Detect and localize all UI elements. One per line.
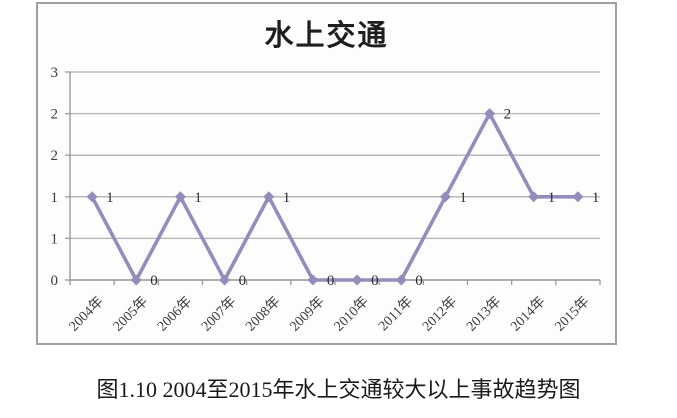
data-point-label: 0: [327, 273, 335, 289]
x-axis-label: 2008年: [243, 294, 284, 335]
data-point-marker: [572, 191, 584, 203]
x-axis-label: 2010年: [331, 294, 372, 335]
data-point-label: 1: [194, 190, 202, 206]
y-axis-label: 2: [51, 107, 59, 123]
x-axis-label: 2006年: [154, 294, 195, 335]
x-axis-label: 2014年: [508, 294, 549, 335]
data-point-marker: [351, 274, 363, 286]
data-point-label: 1: [592, 190, 600, 206]
data-point-label: 0: [415, 273, 423, 289]
y-axis-label: 2: [51, 148, 59, 164]
x-axis-label: 2015年: [552, 294, 593, 335]
data-point-label: 0: [150, 273, 158, 289]
chart-panel: 水上交通 0 1 1 2 2 3 1 0 1 0 1 0 0 0 1 2 1 1 2004年 2005年 2006年 20…: [36, 2, 617, 345]
data-point-marker: [528, 191, 540, 203]
data-point-marker: [219, 274, 231, 286]
y-axis-label: 1: [51, 190, 59, 206]
data-point-marker: [86, 191, 98, 203]
data-point-marker: [130, 274, 142, 286]
data-point-marker: [395, 274, 407, 286]
data-point-label: 1: [548, 190, 556, 206]
data-point-marker: [263, 191, 275, 203]
data-point-label: 2: [504, 107, 512, 123]
y-axis-label: 3: [51, 65, 59, 81]
y-axis-label: 1: [51, 231, 59, 247]
x-axis-label: 2005年: [110, 294, 151, 335]
x-axis-label: 2013年: [463, 294, 504, 335]
chart-title: 水上交通: [264, 20, 389, 52]
data-point-label: 0: [371, 273, 379, 289]
x-axis-label: 2012年: [419, 294, 460, 335]
y-axis-label: 0: [51, 273, 59, 289]
figure-caption: 图1.10 2004至2015年水上交通较大以上事故趋势图: [96, 377, 581, 402]
data-point-label: 1: [283, 190, 291, 206]
data-point-label: 1: [459, 190, 467, 206]
x-axis-label: 2009年: [287, 294, 328, 335]
data-point-label: 1: [106, 190, 114, 206]
x-axis-label: 2011年: [375, 294, 416, 335]
x-axis-label: 2007年: [198, 294, 239, 335]
data-point-marker: [174, 191, 186, 203]
x-axis-label: 2004年: [66, 294, 107, 335]
series-line: [90, 111, 580, 282]
data-point-marker: [307, 274, 319, 286]
data-point-label: 0: [239, 273, 247, 289]
data-point-marker: [484, 108, 496, 120]
data-point-marker: [439, 191, 451, 203]
